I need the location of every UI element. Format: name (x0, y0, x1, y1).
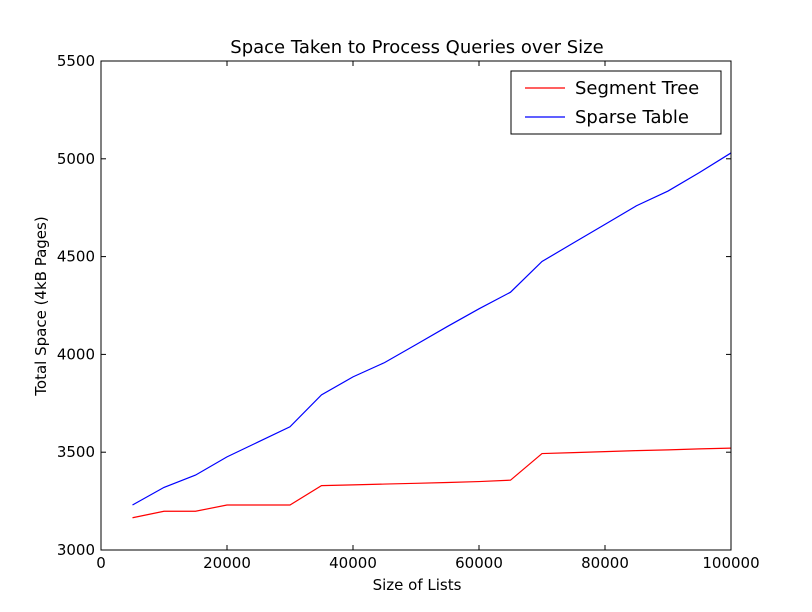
y-tick-label: 5000 (57, 150, 95, 168)
x-tick-label: 40000 (329, 554, 377, 572)
legend-box (510, 70, 722, 135)
series-line-sparse-table (132, 152, 732, 506)
x-tick-label: 100000 (702, 554, 759, 572)
y-tick-label: 3000 (57, 541, 95, 559)
legend: Segment Tree Sparse Table (510, 70, 722, 135)
y-tick-label: 5500 (57, 52, 95, 70)
chart-title: Space Taken to Process Queries over Size (230, 37, 603, 58)
plot-frame (100, 60, 732, 551)
legend-label: Sparse Table (575, 107, 689, 128)
y-tick-label: 4500 (57, 248, 95, 266)
y-tick-label: 4000 (57, 345, 95, 363)
y-tick-label: 3500 (57, 443, 95, 461)
x-tick-label: 60000 (455, 554, 503, 572)
legend-label: Segment Tree (575, 78, 699, 99)
x-tick-label: 80000 (581, 554, 629, 572)
plot-area: 0 20000 40000 60000 80000 100000 3000 3500 4000 4… (57, 52, 760, 572)
series-line-segment-tree (132, 447, 732, 519)
y-axis-label: Total Space (4kB Pages) (32, 216, 50, 396)
x-tick-label: 0 (96, 554, 106, 572)
x-tick-label: 20000 (203, 554, 251, 572)
x-axis-label: Size of Lists (373, 576, 462, 594)
